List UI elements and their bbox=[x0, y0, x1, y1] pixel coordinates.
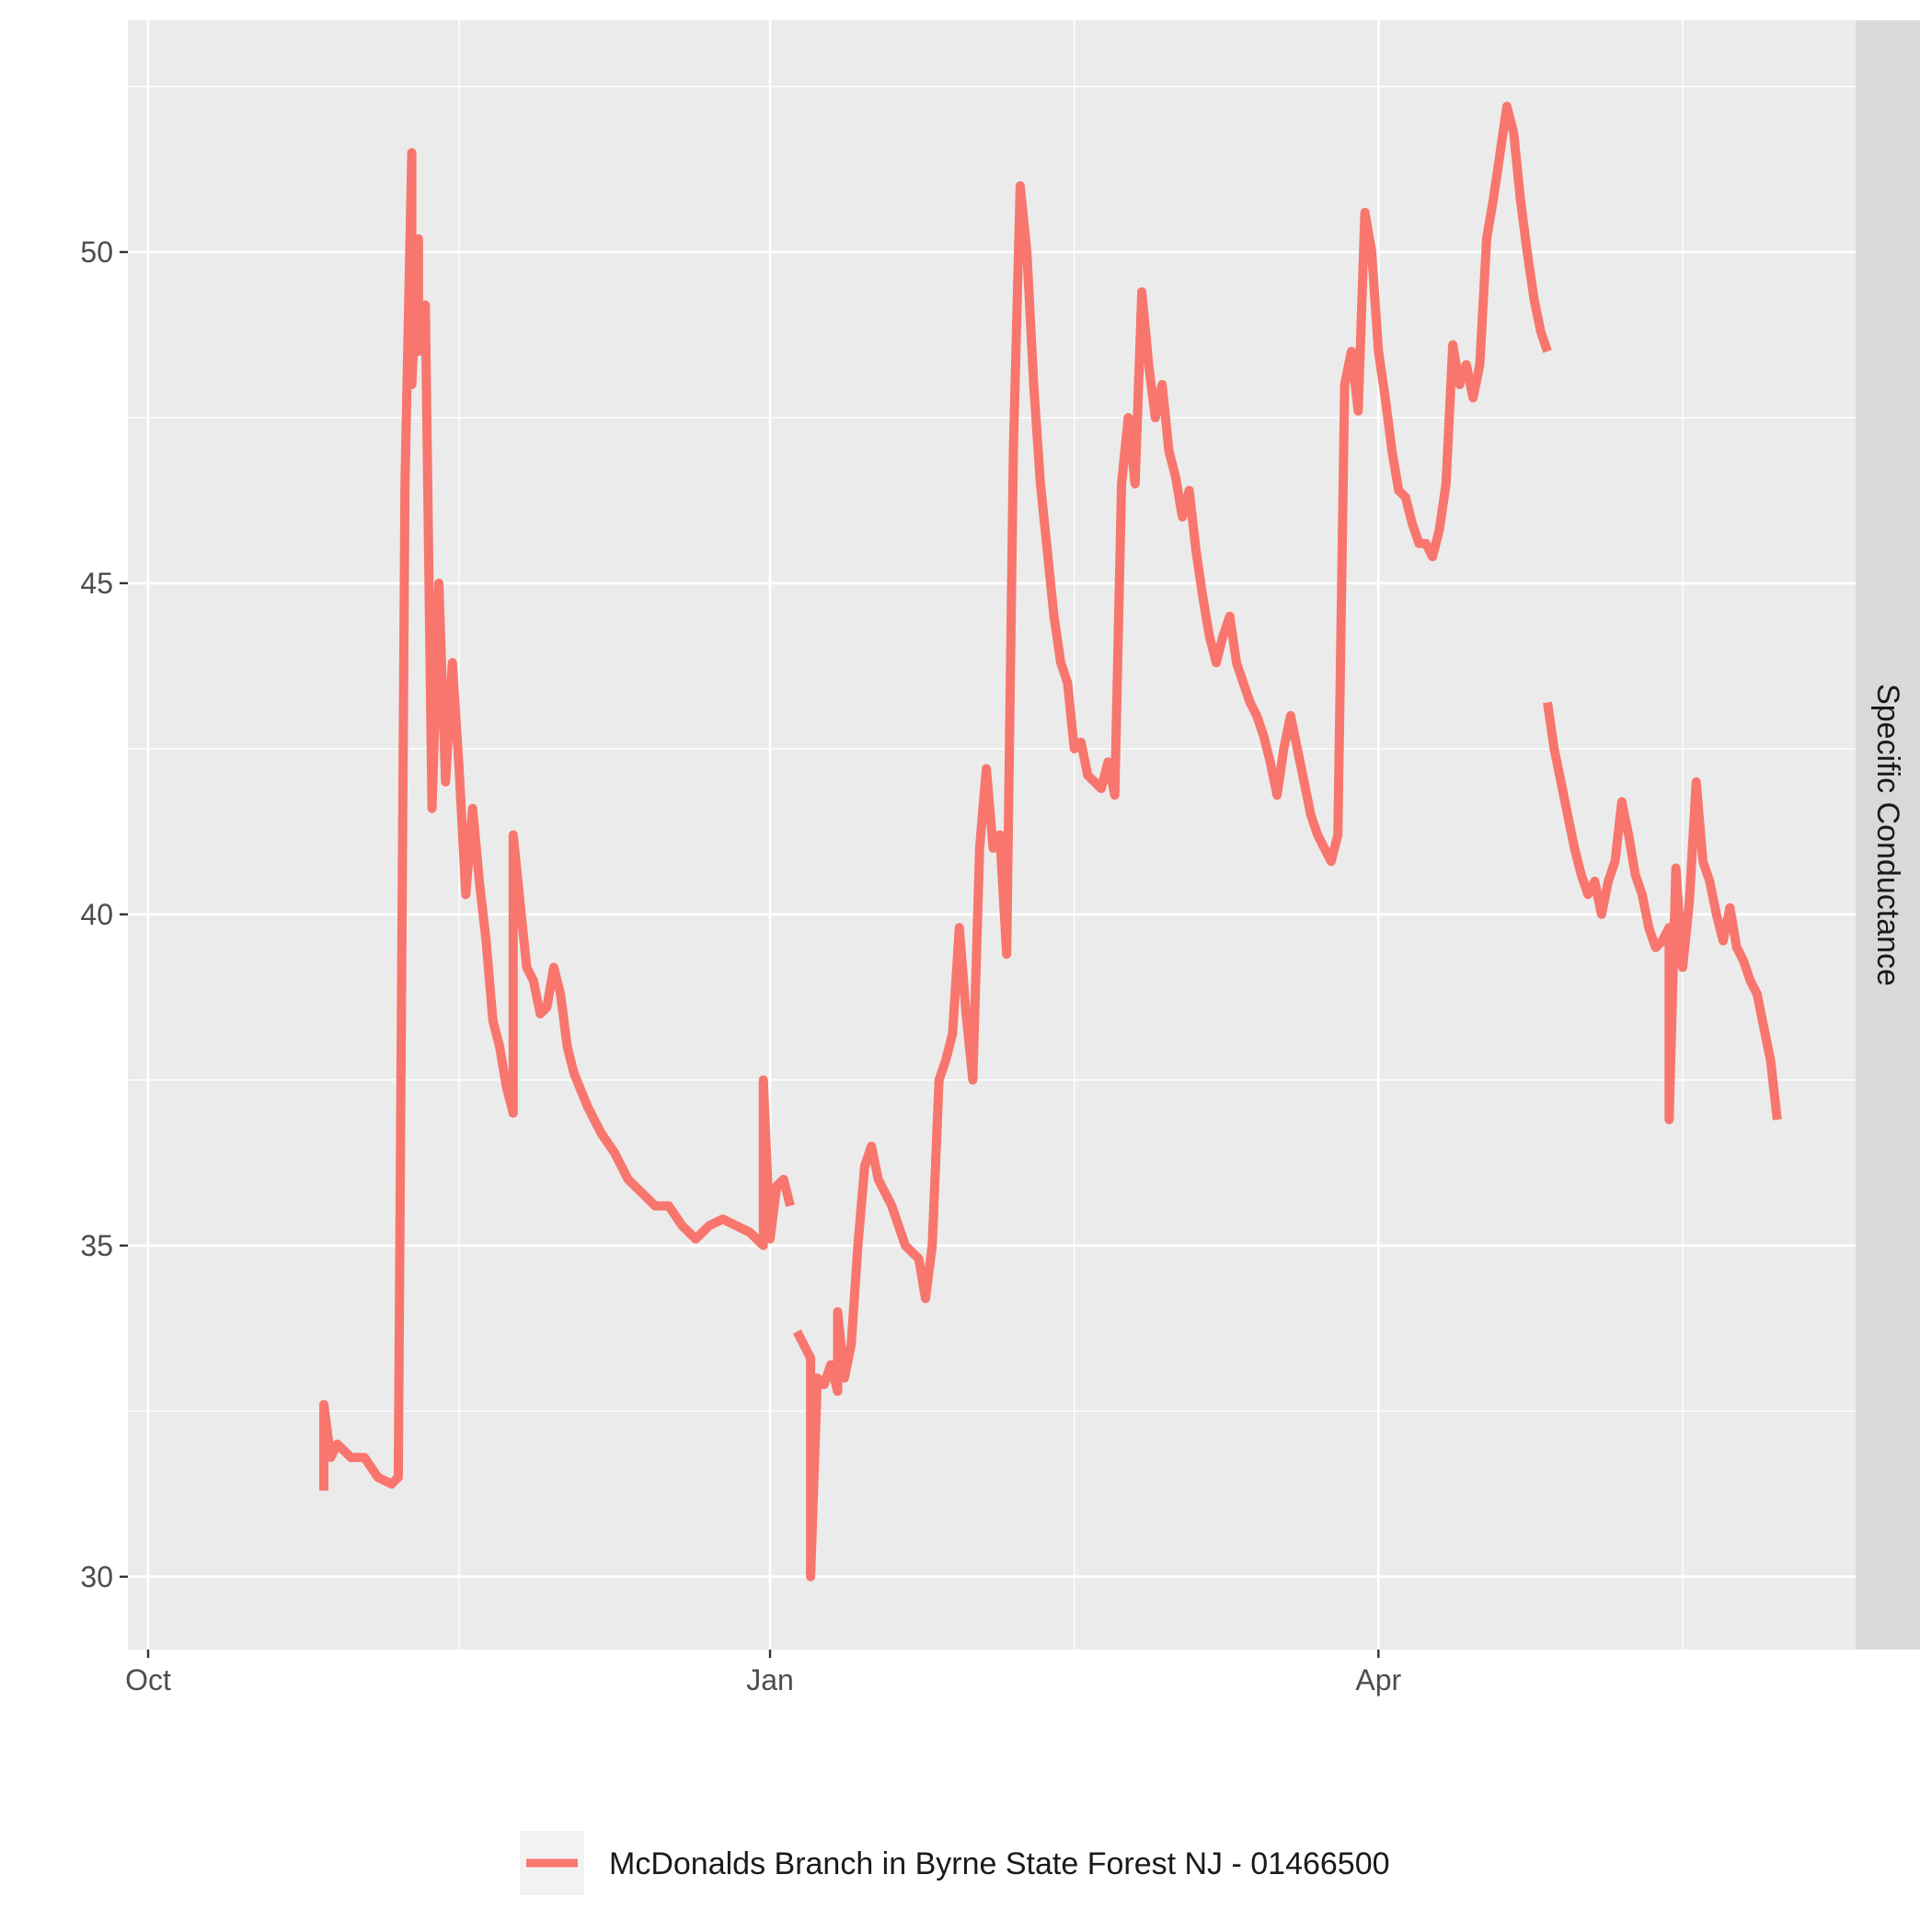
legend: McDonalds Branch in Byrne State Forest N… bbox=[520, 1831, 1390, 1895]
facet-strip-background bbox=[1856, 20, 1920, 1650]
y-tick-label: 45 bbox=[80, 567, 113, 600]
x-tick-label: Oct bbox=[125, 1663, 171, 1696]
series-layer bbox=[319, 101, 1782, 1581]
series-line-segment bbox=[1543, 701, 1782, 1125]
series-line-segment bbox=[792, 101, 1552, 1581]
x-axis: Oct Jan Apr bbox=[125, 1650, 1402, 1696]
x-tick-label: Jan bbox=[746, 1663, 794, 1696]
x-tick-label: Apr bbox=[1355, 1663, 1401, 1696]
y-axis: 30 35 40 45 50 bbox=[80, 236, 128, 1593]
y-tick-label: 50 bbox=[80, 236, 113, 269]
y-tick-label: 35 bbox=[80, 1229, 113, 1262]
y-tick-label: 40 bbox=[80, 898, 113, 931]
legend-label: McDonalds Branch in Byrne State Forest N… bbox=[609, 1846, 1390, 1881]
y-tick-label: 30 bbox=[80, 1560, 113, 1593]
series-line-segment bbox=[319, 148, 795, 1491]
facet-strip-label: Specific Conductance bbox=[1870, 684, 1905, 986]
